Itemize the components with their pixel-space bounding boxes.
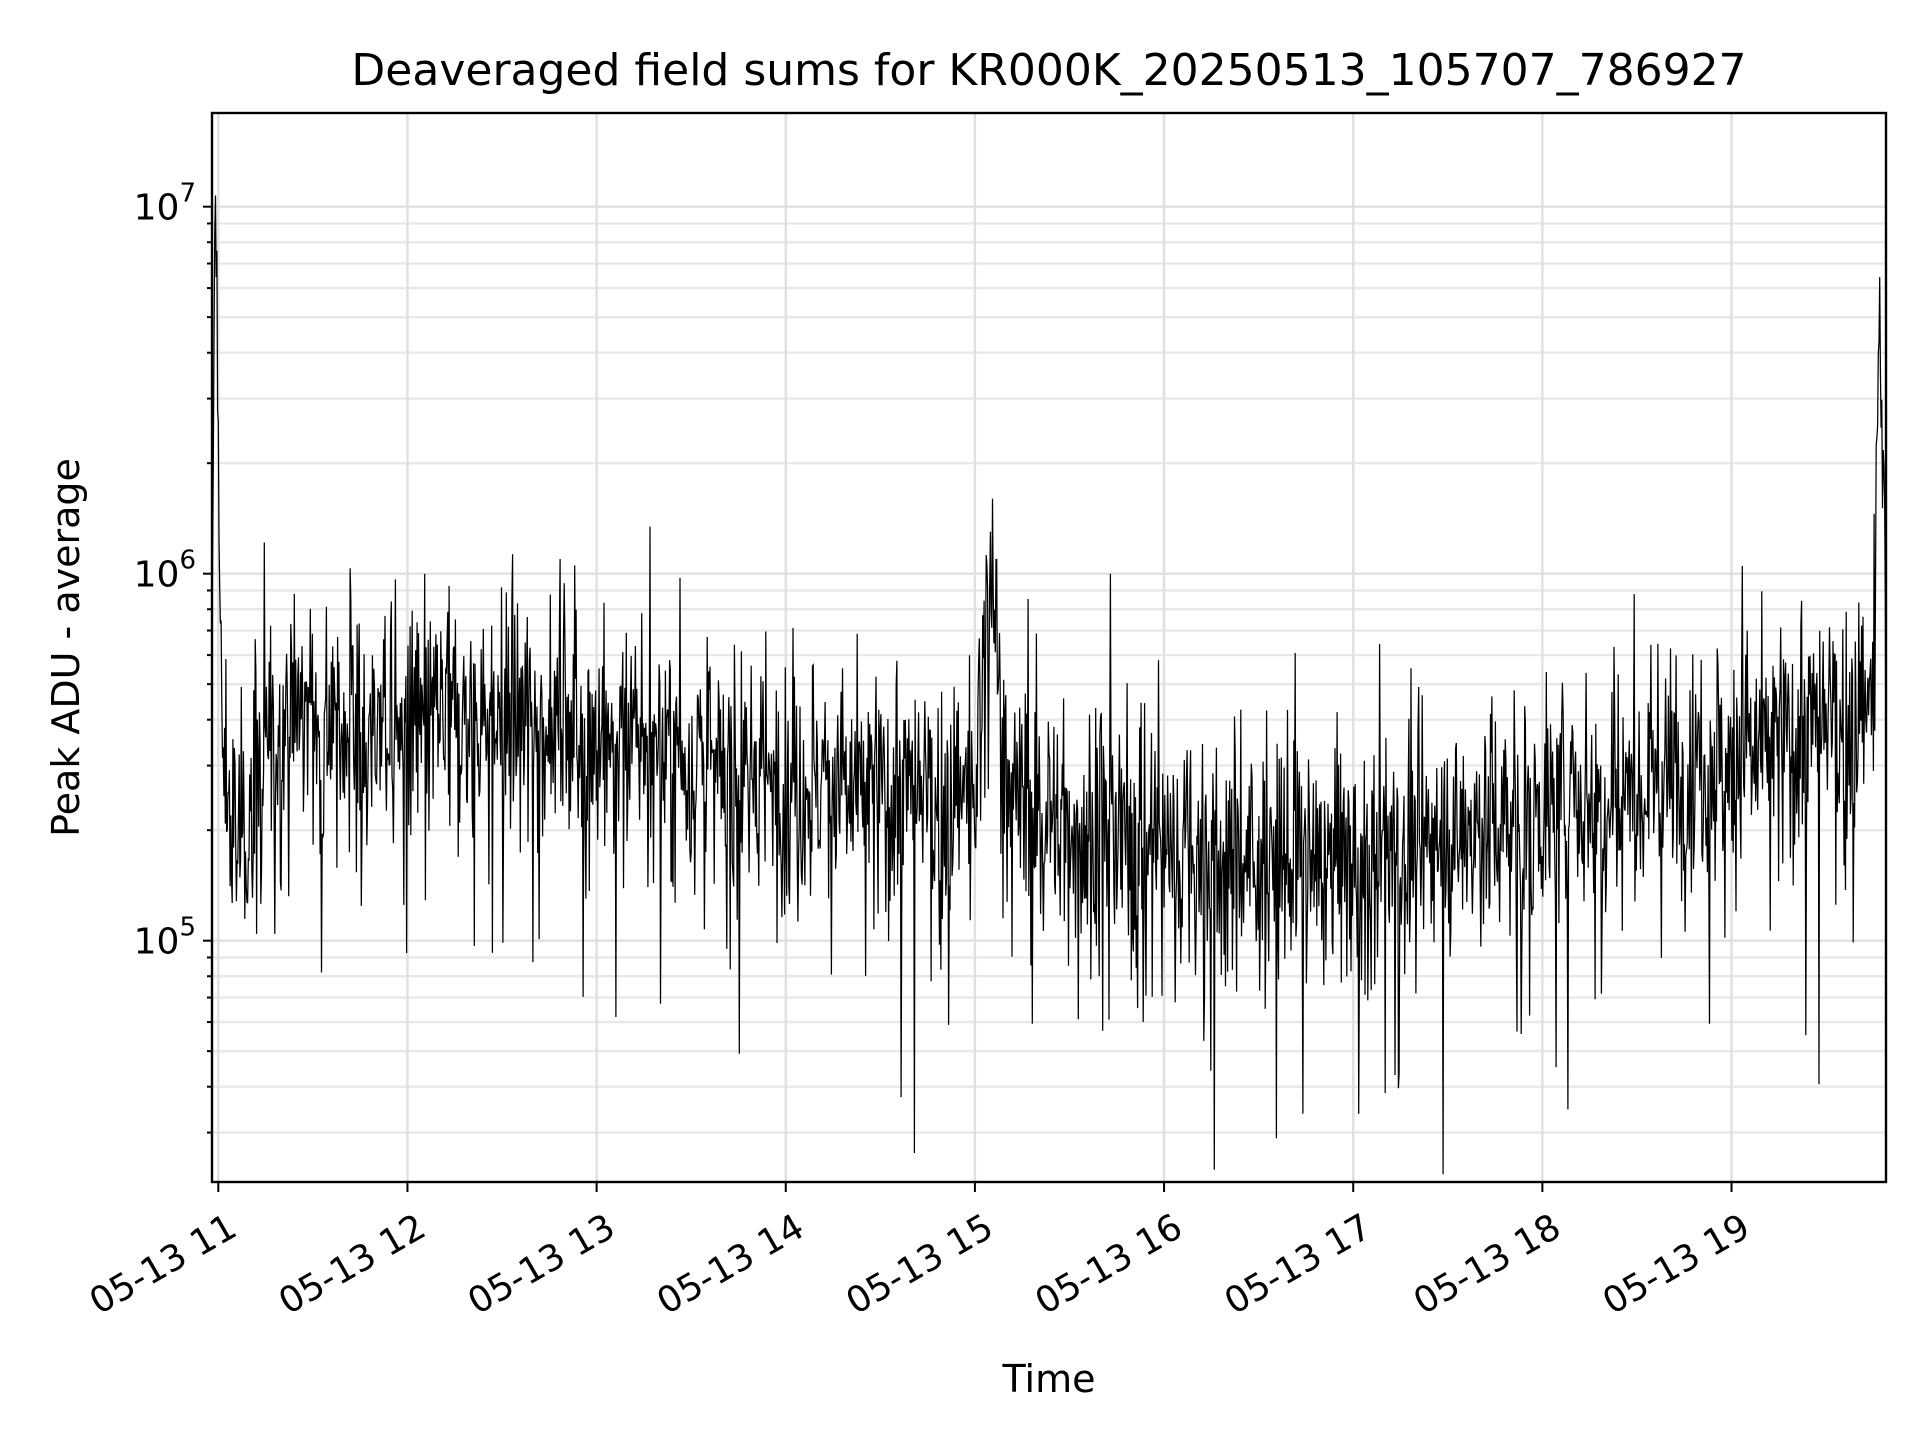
x-tick-label: 05-13 16 <box>1029 1206 1190 1322</box>
y-tick-base: 10 <box>134 922 180 963</box>
y-tick-exponent: 7 <box>179 179 196 209</box>
y-tick-base: 10 <box>134 555 180 596</box>
y-tick-label: 106 <box>134 546 196 596</box>
y-tick-base: 10 <box>134 188 180 229</box>
y-tick-label: 105 <box>134 913 196 963</box>
x-tick-label: 05-13 13 <box>461 1206 622 1322</box>
x-tick-label: 05-13 19 <box>1596 1206 1757 1322</box>
y-tick-label: 107 <box>134 179 196 229</box>
x-tick-label: 05-13 12 <box>272 1206 433 1322</box>
x-tick-label: 05-13 14 <box>650 1206 811 1322</box>
x-tick-label: 05-13 11 <box>83 1206 244 1322</box>
y-tick-exponent: 6 <box>179 546 196 576</box>
x-tick-label: 05-13 18 <box>1407 1206 1568 1322</box>
chart-title: Deaveraged field sums for KR000K_2025051… <box>351 45 1746 96</box>
x-tick-label: 05-13 15 <box>840 1206 1001 1322</box>
x-tick-label: 05-13 17 <box>1218 1206 1379 1322</box>
plot-frame <box>210 111 1888 1184</box>
x-axis-label: Time <box>1002 1357 1096 1401</box>
y-axis-label: Peak ADU - average <box>44 458 88 837</box>
series-layer <box>212 195 1886 1175</box>
series-line-0 <box>212 195 1886 1175</box>
y-tick-exponent: 5 <box>179 913 196 943</box>
